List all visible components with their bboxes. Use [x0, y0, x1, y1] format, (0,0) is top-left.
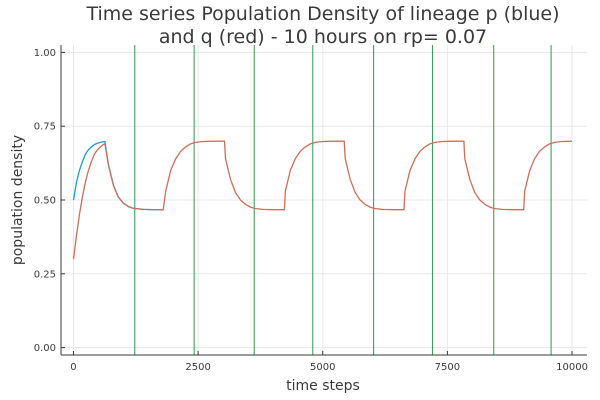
y-tick-label: 1.00 [34, 48, 56, 59]
grid [61, 45, 587, 355]
x-tick-label: 0 [70, 362, 76, 373]
vertical-lines [134, 45, 552, 355]
y-tick-label: 0.00 [34, 343, 56, 354]
y-tick-label: 0.75 [34, 122, 56, 133]
y-ticks: 0.00 0.25 0.50 0.75 1.00 [34, 48, 65, 354]
chart-subtitle: and q (red) - 10 hours on rp= 0.07 [159, 26, 487, 48]
x-tick-label: 7500 [435, 362, 460, 373]
y-tick-label: 0.25 [34, 269, 56, 280]
series-lines [72, 140, 573, 260]
chart-title: Time series Population Density of lineag… [85, 3, 559, 25]
x-tick-label: 5000 [310, 362, 335, 373]
x-ticks: 0 2500 5000 7500 10000 [70, 351, 588, 373]
y-tick-label: 0.50 [34, 196, 56, 207]
series-line-2 [72, 140, 573, 260]
y-axis-label: population density [10, 135, 26, 265]
x-axis-label: time steps [286, 378, 360, 394]
x-tick-label: 10000 [556, 362, 588, 373]
x-tick-label: 2500 [185, 362, 210, 373]
